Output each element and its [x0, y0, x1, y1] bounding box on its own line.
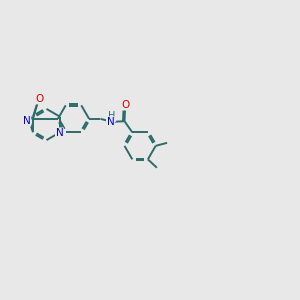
- Text: N: N: [56, 128, 63, 138]
- Text: N: N: [106, 117, 114, 127]
- Text: N: N: [23, 116, 31, 126]
- Text: O: O: [35, 94, 43, 104]
- Text: H: H: [108, 111, 116, 122]
- Text: O: O: [121, 100, 129, 110]
